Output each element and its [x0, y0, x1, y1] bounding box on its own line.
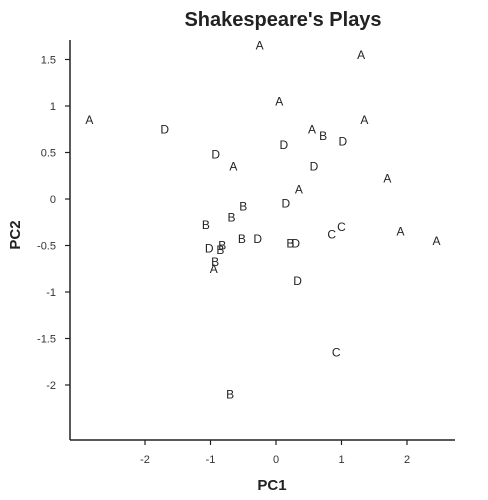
data-point-d: D	[160, 122, 169, 136]
x-tick-label: 2	[404, 454, 410, 466]
x-tick-label: -1	[206, 454, 216, 466]
data-point-d: D	[253, 232, 262, 246]
data-point-a: A	[256, 39, 264, 53]
data-point-b: B	[226, 387, 234, 401]
data-point-d: D	[310, 159, 319, 173]
y-tick-label: -1	[46, 287, 56, 299]
y-tick-label: 0.5	[41, 148, 56, 160]
data-point-b: B	[238, 232, 246, 246]
data-point-d: D	[338, 134, 347, 148]
y-tick-label: -2	[46, 380, 56, 392]
data-point-b: B	[319, 129, 327, 143]
data-point-d: D	[280, 138, 289, 152]
data-point-a: A	[229, 159, 237, 173]
data-point-a: A	[295, 183, 303, 197]
y-tick-label: 1	[50, 101, 56, 113]
data-point-d: D	[293, 274, 302, 288]
y-tick-label: -0.5	[37, 241, 56, 253]
data-point-a: A	[396, 225, 404, 239]
data-point-a: A	[85, 113, 93, 127]
axis-ticks: -2 -1 0 1 2 1.5 1 0.5 0 -0.5 -1 -1.5 -2	[37, 55, 410, 467]
data-point-c: C	[327, 227, 336, 241]
y-tick-label: 0	[50, 194, 56, 206]
data-point-c: C	[332, 345, 341, 359]
y-axis-title: PC2	[7, 220, 24, 249]
data-point-a: A	[432, 234, 440, 248]
data-point-a: A	[275, 94, 283, 108]
chart-title: Shakespeare's Plays	[184, 9, 381, 31]
data-point-b: B	[286, 237, 294, 251]
data-point-a: A	[357, 48, 365, 62]
data-point-d: D	[291, 237, 300, 251]
x-tick-label: -2	[140, 454, 150, 466]
x-tick-label: 0	[273, 454, 279, 466]
data-point-b: B	[227, 211, 235, 225]
data-point-d: D	[205, 241, 214, 255]
data-point-a: A	[360, 113, 368, 127]
data-point-b: B	[218, 239, 226, 253]
data-point-b: B	[239, 199, 247, 213]
data-point-d: D	[211, 147, 220, 161]
data-point-d: D	[281, 197, 290, 211]
y-tick-label: 1.5	[41, 55, 56, 67]
data-point-b: B	[202, 218, 210, 232]
x-tick-label: 1	[338, 454, 344, 466]
y-tick-label: -1.5	[37, 334, 56, 346]
data-point-a: A	[308, 122, 316, 136]
x-axis-title: PC1	[257, 477, 286, 494]
data-point-b: B	[211, 255, 219, 269]
data-point-c: C	[337, 220, 346, 234]
data-point-a: A	[383, 172, 391, 186]
data-point-a: A	[210, 262, 218, 276]
data-point-b: B	[216, 243, 224, 257]
